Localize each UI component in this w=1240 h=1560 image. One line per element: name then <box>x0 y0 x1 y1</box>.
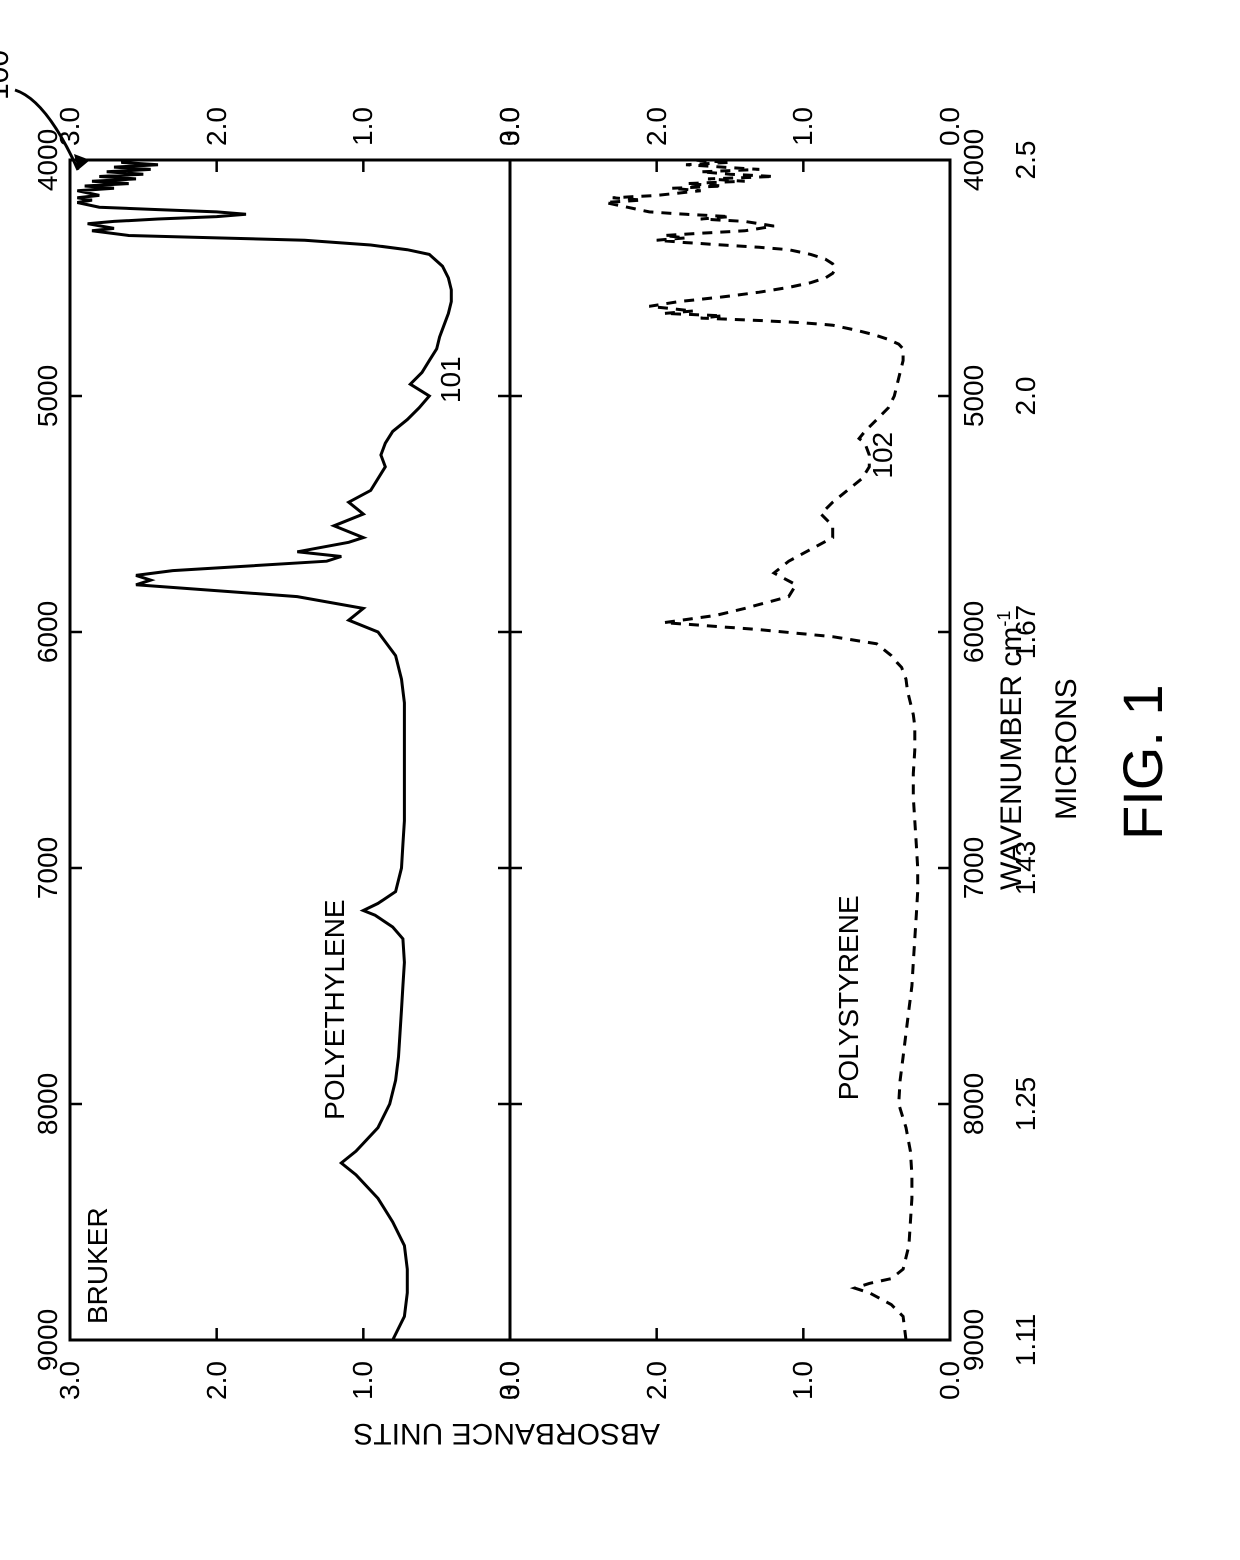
ytick-labels-right: 0.00.01.01.02.02.03.03.0 <box>0 0 1240 1560</box>
